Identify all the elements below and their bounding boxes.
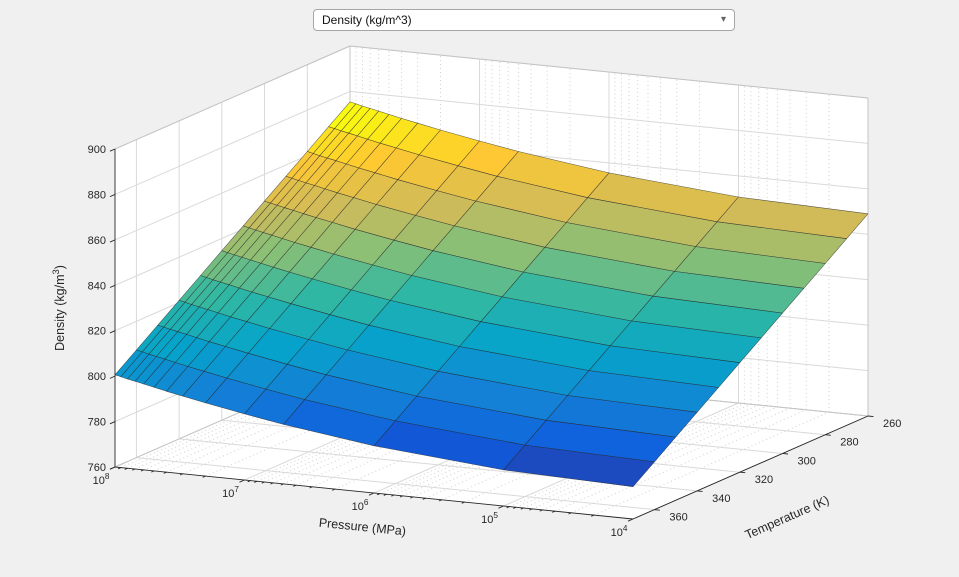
y-tick-label: 300 [798,456,816,468]
y-tick-label: 340 [712,493,730,505]
dropdown-arrow-icon: ▾ [720,14,726,25]
z-tick-label: 840 [88,280,106,292]
y-tick-label: 280 [840,437,858,449]
axes-lines [109,148,874,522]
z-tick-label: 880 [88,189,106,201]
z-tick-label: 860 [88,235,106,247]
z-tick-label: 900 [88,144,106,156]
x-tick-label: 104 [611,524,628,539]
x-tick-label: 106 [352,498,369,513]
dropdown-selected-value: Density (kg/m^3) [322,13,412,27]
x-axis-label: Pressure (MPa) [318,516,406,539]
y-tick-label: 260 [883,418,901,430]
z-tick-label: 760 [88,462,106,474]
z-tick-label: 800 [88,371,106,383]
property-dropdown[interactable]: Density (kg/m^3) ▾ [313,9,735,31]
y-tick-label: 320 [755,474,773,486]
y-tick-label: 360 [669,512,687,524]
z-tick-label: 820 [88,326,106,338]
x-tick-label: 108 [93,472,110,487]
z-tick-label: 780 [88,417,106,429]
z-axis-label: Density (kg/m3) [51,265,67,351]
y-axis-label: Temperature (K) [743,493,831,542]
x-tick-label: 107 [222,485,239,500]
x-tick-label: 105 [481,511,498,526]
surface-mesh [114,101,869,487]
